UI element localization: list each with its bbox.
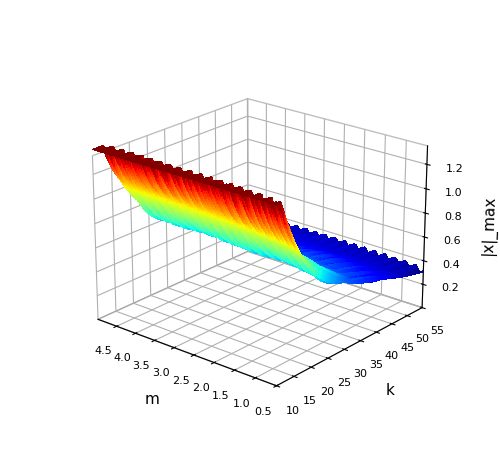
X-axis label: m: m: [145, 392, 160, 407]
Y-axis label: k: k: [385, 383, 394, 398]
